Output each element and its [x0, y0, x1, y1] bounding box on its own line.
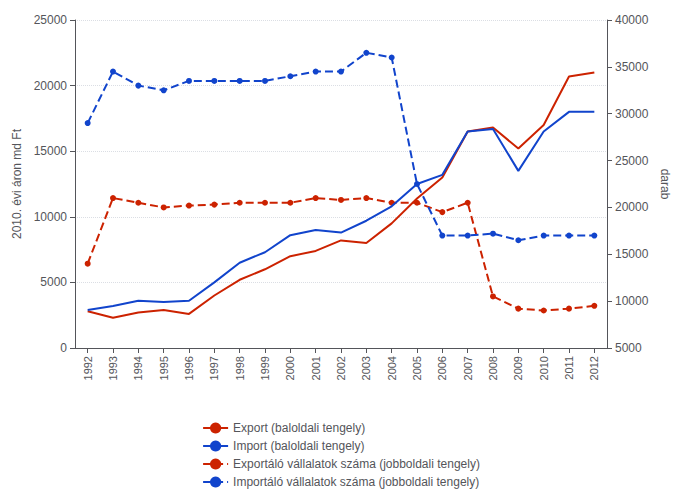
svg-text:1996: 1996 — [183, 356, 195, 380]
svg-text:0: 0 — [60, 341, 67, 355]
svg-text:2003: 2003 — [360, 356, 372, 380]
svg-text:5000: 5000 — [40, 275, 67, 289]
svg-text:2005: 2005 — [411, 356, 423, 380]
svg-text:35000: 35000 — [615, 60, 649, 74]
svg-text:10000: 10000 — [615, 294, 649, 308]
svg-text:40000: 40000 — [615, 13, 649, 27]
svg-text:1993: 1993 — [107, 356, 119, 380]
svg-text:2001: 2001 — [310, 356, 322, 380]
svg-text:Exportáló vállalatok száma (jo: Exportáló vállalatok száma (jobboldali t… — [233, 457, 480, 471]
svg-text:2002: 2002 — [335, 356, 347, 380]
svg-text:15000: 15000 — [34, 144, 68, 158]
svg-text:1997: 1997 — [208, 356, 220, 380]
svg-text:5000: 5000 — [615, 341, 642, 355]
svg-text:25000: 25000 — [34, 13, 68, 27]
svg-text:1999: 1999 — [259, 356, 271, 380]
svg-text:30000: 30000 — [615, 107, 649, 121]
svg-text:2000: 2000 — [284, 356, 296, 380]
svg-text:15000: 15000 — [615, 247, 649, 261]
svg-text:2007: 2007 — [462, 356, 474, 380]
svg-text:25000: 25000 — [615, 154, 649, 168]
svg-text:2010: 2010 — [538, 356, 550, 380]
svg-text:2010. évi áron md Ft: 2010. évi áron md Ft — [10, 128, 24, 239]
svg-text:Import (baloldali tengely): Import (baloldali tengely) — [233, 439, 364, 453]
svg-text:Importáló vállalatok száma (jo: Importáló vállalatok száma (jobboldali t… — [233, 475, 479, 489]
svg-text:20000: 20000 — [615, 200, 649, 214]
svg-text:2008: 2008 — [487, 356, 499, 380]
svg-text:1995: 1995 — [158, 356, 170, 380]
svg-text:2009: 2009 — [512, 356, 524, 380]
svg-text:1992: 1992 — [82, 356, 94, 380]
svg-text:1998: 1998 — [234, 356, 246, 380]
svg-text:2012: 2012 — [588, 356, 600, 380]
svg-text:2004: 2004 — [386, 356, 398, 380]
svg-text:1994: 1994 — [132, 356, 144, 380]
svg-text:Export (baloldali tengely): Export (baloldali tengely) — [233, 421, 365, 435]
svg-text:darab: darab — [658, 169, 672, 200]
svg-text:2011: 2011 — [563, 356, 575, 380]
svg-text:2006: 2006 — [436, 356, 448, 380]
svg-text:10000: 10000 — [34, 210, 68, 224]
svg-text:20000: 20000 — [34, 79, 68, 93]
